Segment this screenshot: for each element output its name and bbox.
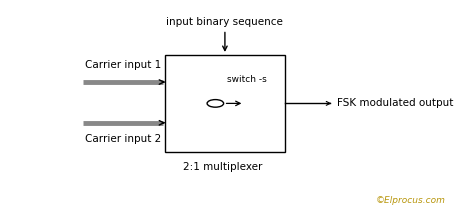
Text: switch -s: switch -s bbox=[227, 75, 267, 84]
Text: Carrier input 1: Carrier input 1 bbox=[85, 60, 161, 70]
Circle shape bbox=[207, 100, 224, 107]
Bar bbox=[165, 55, 285, 152]
Text: Carrier input 2: Carrier input 2 bbox=[85, 134, 161, 144]
Text: input binary sequence: input binary sequence bbox=[167, 18, 283, 27]
Text: ©Elprocus.com: ©Elprocus.com bbox=[375, 196, 445, 205]
Text: FSK modulated output: FSK modulated output bbox=[337, 98, 454, 108]
Text: 2:1 multiplexer: 2:1 multiplexer bbox=[183, 162, 263, 172]
